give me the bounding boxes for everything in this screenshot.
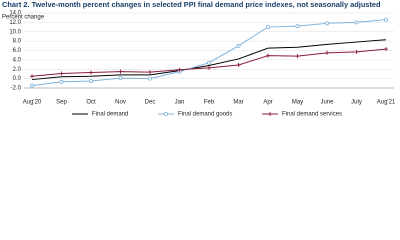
marker bbox=[177, 67, 182, 72]
marker bbox=[384, 47, 388, 52]
legend-marker bbox=[268, 112, 272, 116]
marker bbox=[354, 49, 359, 54]
marker bbox=[266, 53, 270, 58]
marker bbox=[148, 70, 152, 75]
marker bbox=[325, 50, 329, 55]
marker bbox=[383, 17, 388, 22]
legend-marker bbox=[163, 112, 168, 117]
marker bbox=[89, 78, 94, 83]
x-tick-label: Apr bbox=[263, 100, 272, 106]
series-line bbox=[31, 39, 387, 81]
x-tick-label: July bbox=[351, 100, 362, 106]
y-tick-label: 14.0 bbox=[9, 11, 21, 17]
y-tick-label: 12.0 bbox=[9, 20, 21, 26]
x-tick-label: Nov bbox=[115, 100, 126, 106]
y-tick-label: 4.0 bbox=[13, 57, 22, 63]
marker bbox=[354, 20, 359, 25]
marker bbox=[59, 79, 64, 84]
legend-label: Final demand bbox=[92, 112, 128, 118]
marker bbox=[118, 76, 123, 81]
marker bbox=[29, 83, 34, 88]
y-tick-label: 0.0 bbox=[13, 76, 22, 82]
x-tick-label: Dec bbox=[145, 100, 156, 106]
y-tick-label: 6.0 bbox=[13, 48, 22, 54]
x-tick-label: Oct bbox=[86, 100, 96, 106]
x-tick-label: Sep bbox=[56, 100, 67, 106]
chart-title: Chart 2. Twelve-month percent changes in… bbox=[2, 0, 381, 9]
marker bbox=[236, 43, 241, 48]
marker bbox=[295, 54, 300, 59]
marker bbox=[324, 21, 329, 26]
y-tick-label: -2.0 bbox=[11, 86, 22, 92]
x-tick-label: May bbox=[292, 100, 303, 106]
marker bbox=[30, 74, 34, 79]
y-axis-label: Percent change bbox=[2, 15, 45, 21]
legend-label: Final demand services bbox=[282, 112, 342, 118]
x-tick-label: Aug'21 bbox=[377, 100, 396, 106]
y-tick-label: 8.0 bbox=[13, 39, 22, 45]
marker bbox=[236, 63, 241, 68]
x-tick-label: Jan bbox=[175, 100, 185, 106]
legend-label: Final demand goods bbox=[178, 112, 232, 118]
x-tick-label: June bbox=[320, 100, 334, 106]
marker bbox=[118, 69, 123, 74]
x-tick-label: Feb bbox=[204, 100, 215, 106]
marker bbox=[89, 70, 93, 75]
x-tick-label: Mar bbox=[233, 100, 243, 106]
y-tick-label: 2.0 bbox=[13, 67, 22, 73]
marker bbox=[265, 25, 270, 30]
y-tick-label: 10.0 bbox=[9, 29, 21, 35]
marker bbox=[206, 60, 211, 65]
x-tick-label: Aug'20 bbox=[23, 100, 42, 106]
chart: Chart 2. Twelve-month percent changes in… bbox=[2, 0, 396, 118]
marker bbox=[147, 76, 152, 81]
marker bbox=[295, 24, 300, 29]
marker bbox=[207, 65, 211, 70]
marker bbox=[59, 71, 64, 76]
